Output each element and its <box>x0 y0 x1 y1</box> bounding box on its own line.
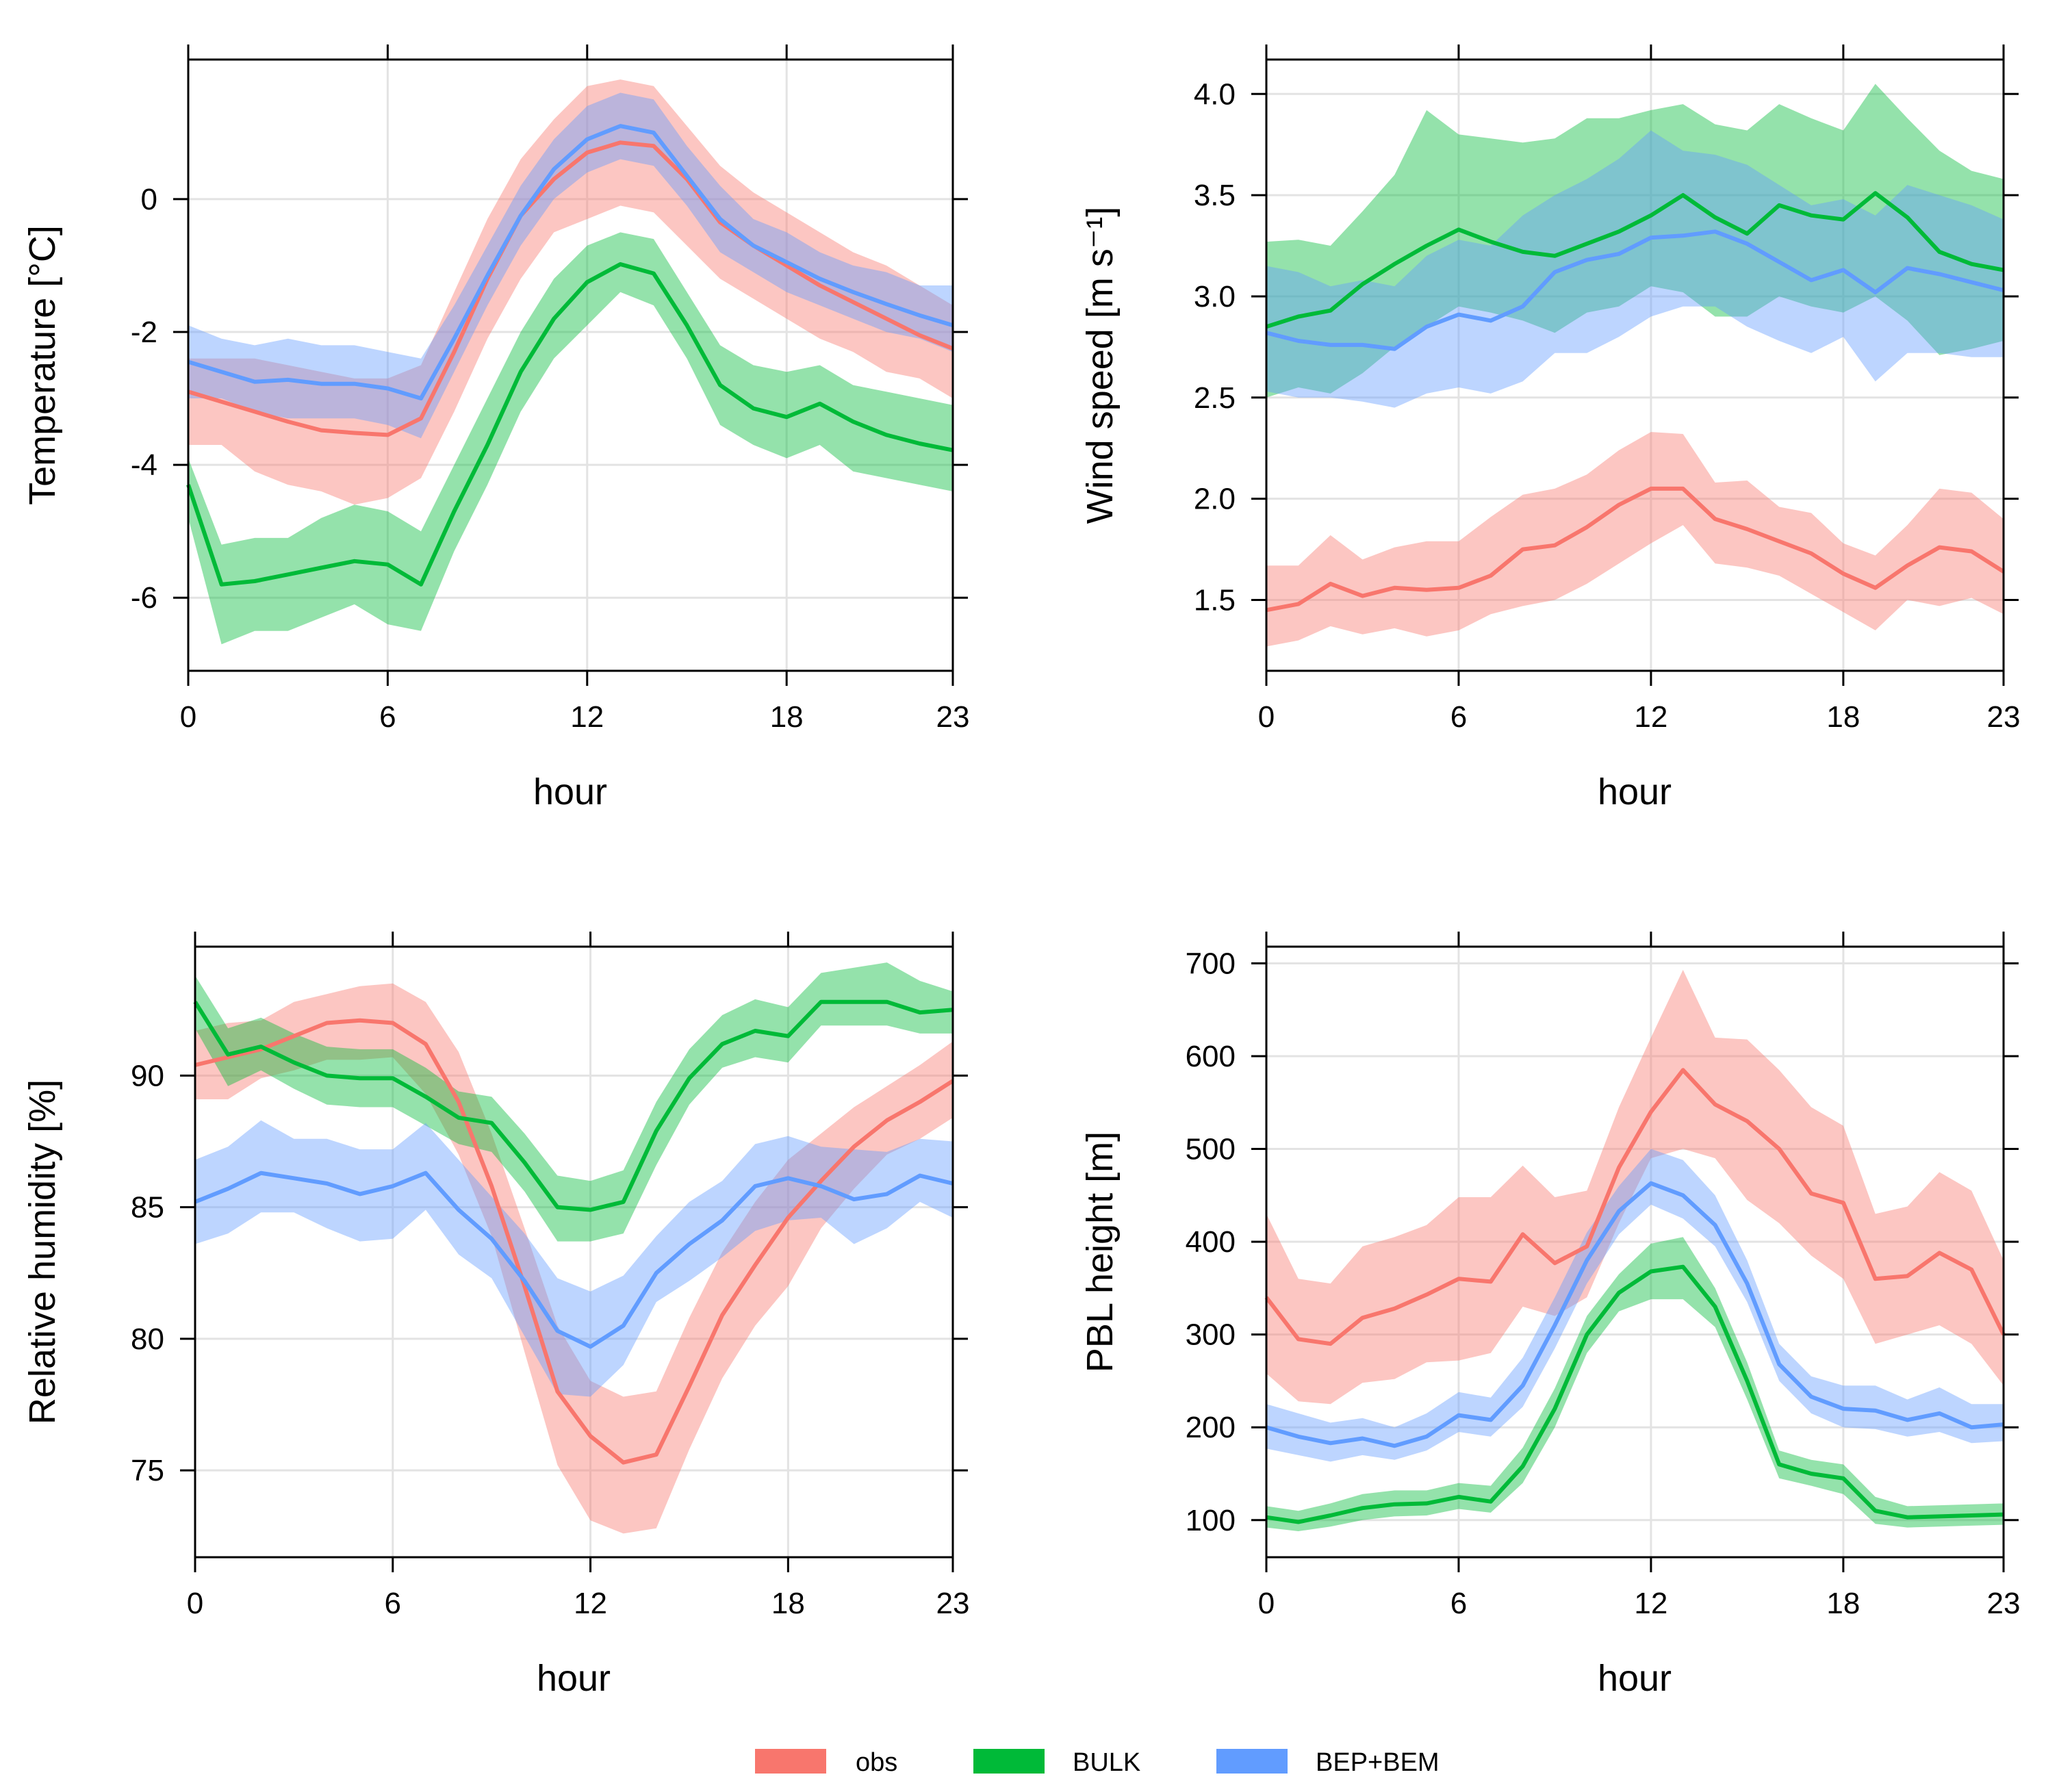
x-tick-label: 23 <box>1987 700 2021 734</box>
y-axis-title: Temperature [°C] <box>22 225 63 505</box>
y-tick-label: 200 <box>1186 1411 1236 1444</box>
x-tick-label: 0 <box>1258 1587 1275 1620</box>
y-tick-label: -4 <box>131 448 157 482</box>
legend-item-bep-bem: BEP+BEM <box>1216 1748 1440 1777</box>
series-line-bulk <box>1266 191 2004 329</box>
y-tick-label: 2.5 <box>1194 381 1236 415</box>
y-tick-label: 2.0 <box>1194 483 1236 516</box>
y-tick-label: 300 <box>1186 1318 1236 1352</box>
x-tick-label: 18 <box>1826 700 1860 734</box>
band-bulk <box>1266 84 2004 398</box>
y-tick-label: 90 <box>131 1059 164 1092</box>
x-tick-label: 0 <box>187 1587 203 1620</box>
chart-panel-wind-speed: 0 6 12 18 23 1.5 2.0 2.5 3.0 3.5 4.0 hour Wind speed… <box>1079 44 2020 812</box>
series-line-bulk <box>1266 1264 2004 1524</box>
y-tick-label: 3.5 <box>1194 179 1236 212</box>
y-axis-title: Wind speed [m s⁻¹] <box>1079 207 1121 524</box>
x-axis-title: hour <box>533 771 607 812</box>
y-tick-label: -6 <box>131 581 157 615</box>
x-tick-label: 12 <box>574 1587 607 1620</box>
x-axis-title: hour <box>537 1658 611 1699</box>
y-tick-label: 0 <box>141 183 157 216</box>
x-tick-label: 6 <box>385 1587 401 1620</box>
legend-label: obs <box>856 1748 897 1777</box>
x-tick-label: 18 <box>771 1587 805 1620</box>
x-tick-label: 18 <box>770 700 804 734</box>
series-line-obs <box>188 140 954 437</box>
y-tick-label: 500 <box>1186 1133 1236 1166</box>
series-line-bep-bem <box>1266 1181 2004 1448</box>
series-line-bulk <box>193 999 954 1212</box>
series-line-bep-bem <box>1266 229 2004 351</box>
y-tick-label: 600 <box>1186 1040 1236 1073</box>
legend-swatch <box>1216 1749 1288 1774</box>
chart-panel-relative-humidity: 0 6 12 18 23 75 80 85 90 hour Relative humidity [%… <box>22 932 969 1699</box>
band-bep-bem <box>1266 1149 2004 1462</box>
y-tick-label: 85 <box>131 1191 164 1225</box>
band-obs <box>195 983 953 1534</box>
series-line-bep-bem <box>188 124 954 400</box>
y-tick-label: 700 <box>1186 947 1236 980</box>
x-tick-label: 12 <box>1634 700 1667 734</box>
legend-swatch <box>973 1749 1045 1774</box>
x-axis-title: hour <box>1598 1658 1672 1699</box>
band-bulk <box>1266 1237 2004 1531</box>
chart-panel-pbl-height: 0 6 12 18 23 100 200 300 400 500 600 700 hour PBL hei… <box>1079 932 2020 1699</box>
x-tick-label: 12 <box>570 700 604 734</box>
y-tick-label: 3.0 <box>1194 280 1236 313</box>
x-tick-label: 23 <box>936 1587 970 1620</box>
x-tick-label: 12 <box>1634 1587 1667 1620</box>
chart-panel-temperature: 0 6 12 18 23 -6 -4 -2 0 hour Temperature [°C] <box>22 44 969 812</box>
series-line-obs <box>1264 1068 2006 1346</box>
x-tick-label: 23 <box>936 700 970 734</box>
x-tick-label: 6 <box>379 700 396 734</box>
legend-swatch <box>755 1749 826 1774</box>
x-tick-label: 18 <box>1826 1587 1860 1620</box>
band-bep-bem <box>1266 130 2004 408</box>
y-tick-label: 75 <box>131 1454 164 1487</box>
y-tick-label: 1.5 <box>1194 584 1236 617</box>
y-tick-label: -2 <box>131 316 157 349</box>
series-line-obs <box>1266 486 2005 613</box>
x-tick-label: 0 <box>180 700 196 734</box>
band-obs <box>1266 969 2004 1405</box>
x-tick-label: 6 <box>1450 1587 1467 1620</box>
legend-item-bulk: BULK <box>973 1748 1140 1777</box>
y-axis-title: Relative humidity [%] <box>22 1079 63 1424</box>
series-line-bulk <box>186 262 954 587</box>
x-tick-label: 0 <box>1258 700 1275 734</box>
legend-label: BULK <box>1073 1748 1140 1777</box>
y-tick-label: 4.0 <box>1194 77 1236 111</box>
series-line-bep-bem <box>194 1170 954 1349</box>
x-axis-title: hour <box>1598 771 1672 812</box>
band-bep-bem <box>188 92 953 439</box>
series-line-obs <box>194 1018 954 1465</box>
band-obs <box>188 79 953 505</box>
legend: obs BULK BEP+BEM <box>755 1748 1440 1777</box>
band-obs <box>1266 432 2004 647</box>
y-tick-label: 400 <box>1186 1225 1236 1259</box>
legend-label: BEP+BEM <box>1316 1748 1440 1777</box>
y-axis-title: PBL height [m] <box>1079 1131 1121 1372</box>
x-tick-label: 6 <box>1450 700 1467 734</box>
band-bulk <box>188 232 953 645</box>
x-tick-label: 23 <box>1987 1587 2021 1620</box>
y-tick-label: 80 <box>131 1322 164 1356</box>
legend-item-obs: obs <box>755 1748 897 1777</box>
y-tick-label: 100 <box>1186 1504 1236 1537</box>
